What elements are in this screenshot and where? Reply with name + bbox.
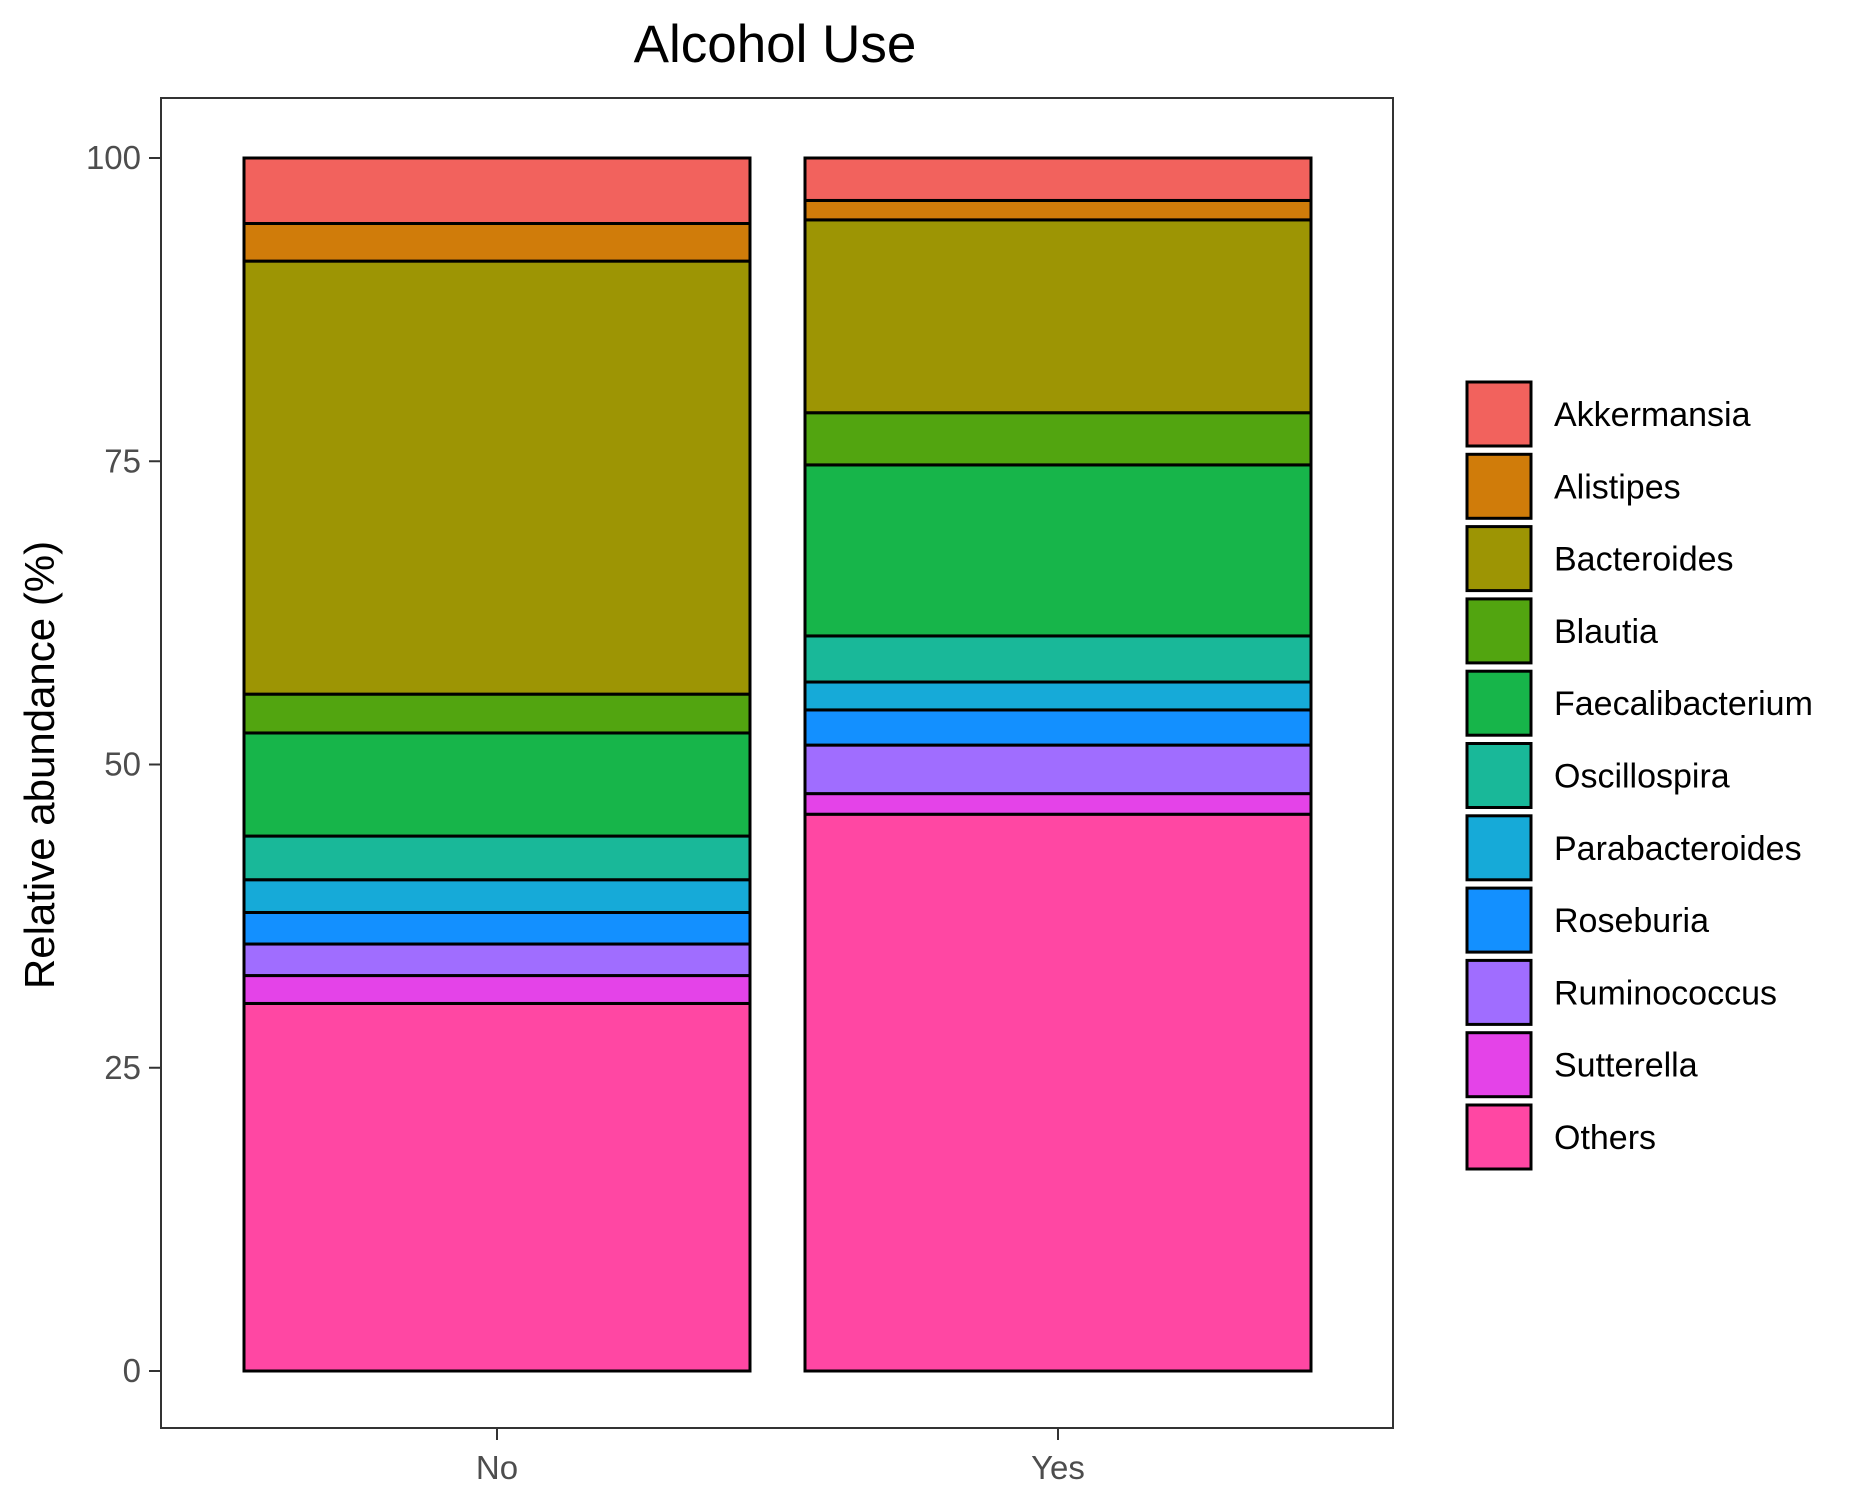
legend-label-roseburia: Roseburia	[1554, 902, 1709, 940]
legend-key-alistipes	[1465, 452, 1533, 520]
legend-label-faecalibacterium: Faecalibacterium	[1554, 685, 1813, 723]
y-tick-label: 0	[123, 1352, 141, 1389]
bar-segment-yes-akkermansia	[803, 156, 1313, 202]
bar-segment-no-bacteroides	[242, 259, 752, 696]
chart-title: Alcohol Use	[634, 15, 917, 74]
legend-label-bacteroides: Bacteroides	[1554, 541, 1734, 579]
legend-label-others: Others	[1554, 1119, 1656, 1157]
bar-segment-yes-roseburia	[803, 708, 1313, 747]
legend-label-oscillospira: Oscillospira	[1554, 758, 1730, 796]
bar-segment-yes-ruminococcus	[803, 743, 1313, 796]
legend-key-ruminococcus	[1465, 958, 1533, 1026]
bar-segment-no-alistipes	[242, 222, 752, 263]
legend-key-blautia	[1465, 597, 1533, 665]
bar-segment-yes-oscillospira	[803, 634, 1313, 684]
x-axis: No Yes	[476, 1428, 1085, 1486]
bar-segment-yes-blautia	[803, 411, 1313, 467]
legend-label-akkermansia: Akkermansia	[1554, 396, 1751, 434]
y-tick-label: 100	[86, 139, 141, 176]
legend-label-alistipes: Alistipes	[1554, 468, 1681, 506]
bar-segment-no-sutterella	[242, 974, 752, 1005]
y-axis: 0 25 50 75 100	[86, 139, 161, 1389]
x-tick-label-no: No	[476, 1449, 518, 1486]
x-tick-label-yes: Yes	[1031, 1449, 1085, 1486]
bar-segment-yes-sutterella	[803, 792, 1313, 816]
legend-key-others	[1465, 1103, 1533, 1171]
legend-key-roseburia	[1465, 886, 1533, 954]
legend-label-ruminococcus: Ruminococcus	[1554, 974, 1777, 1012]
bar-segment-yes-parabacteroides	[803, 680, 1313, 712]
legend-key-bacteroides	[1465, 525, 1533, 593]
bar-segment-no-others	[242, 1001, 752, 1373]
bar-segment-no-ruminococcus	[242, 942, 752, 978]
legend-label-parabacteroides: Parabacteroides	[1554, 830, 1802, 868]
bar-segments	[242, 156, 1313, 1373]
y-axis-label: Relative abundance (%)	[16, 541, 63, 989]
bar-segment-no-parabacteroides	[242, 878, 752, 914]
bar-segment-yes-alistipes	[803, 198, 1313, 222]
bar-segment-no-oscillospira	[242, 834, 752, 882]
bar-segment-no-blautia	[242, 692, 752, 735]
plot-panel	[160, 97, 1394, 1429]
legend-label-sutterella: Sutterella	[1554, 1047, 1698, 1085]
bar-segment-no-faecalibacterium	[242, 731, 752, 838]
bar-segment-yes-bacteroides	[803, 218, 1313, 415]
legend: Akkermansia Alistipes Bacteroides Blautia Fa…	[1465, 380, 1813, 1171]
legend-key-oscillospira	[1465, 742, 1533, 809]
legend-key-faecalibacterium	[1465, 669, 1533, 737]
legend-key-sutterella	[1465, 1031, 1533, 1099]
bar-segment-no-roseburia	[242, 910, 752, 946]
y-tick-label: 50	[104, 746, 141, 783]
legend-key-parabacteroides	[1465, 814, 1533, 882]
bar-segment-yes-others	[803, 812, 1313, 1373]
bar-segment-yes-faecalibacterium	[803, 463, 1313, 638]
legend-label-blautia: Blautia	[1554, 613, 1658, 651]
y-tick-label: 25	[104, 1049, 141, 1086]
bar-segment-no-akkermansia	[242, 156, 752, 226]
y-tick-label: 75	[104, 442, 141, 479]
legend-key-akkermansia	[1465, 380, 1533, 448]
